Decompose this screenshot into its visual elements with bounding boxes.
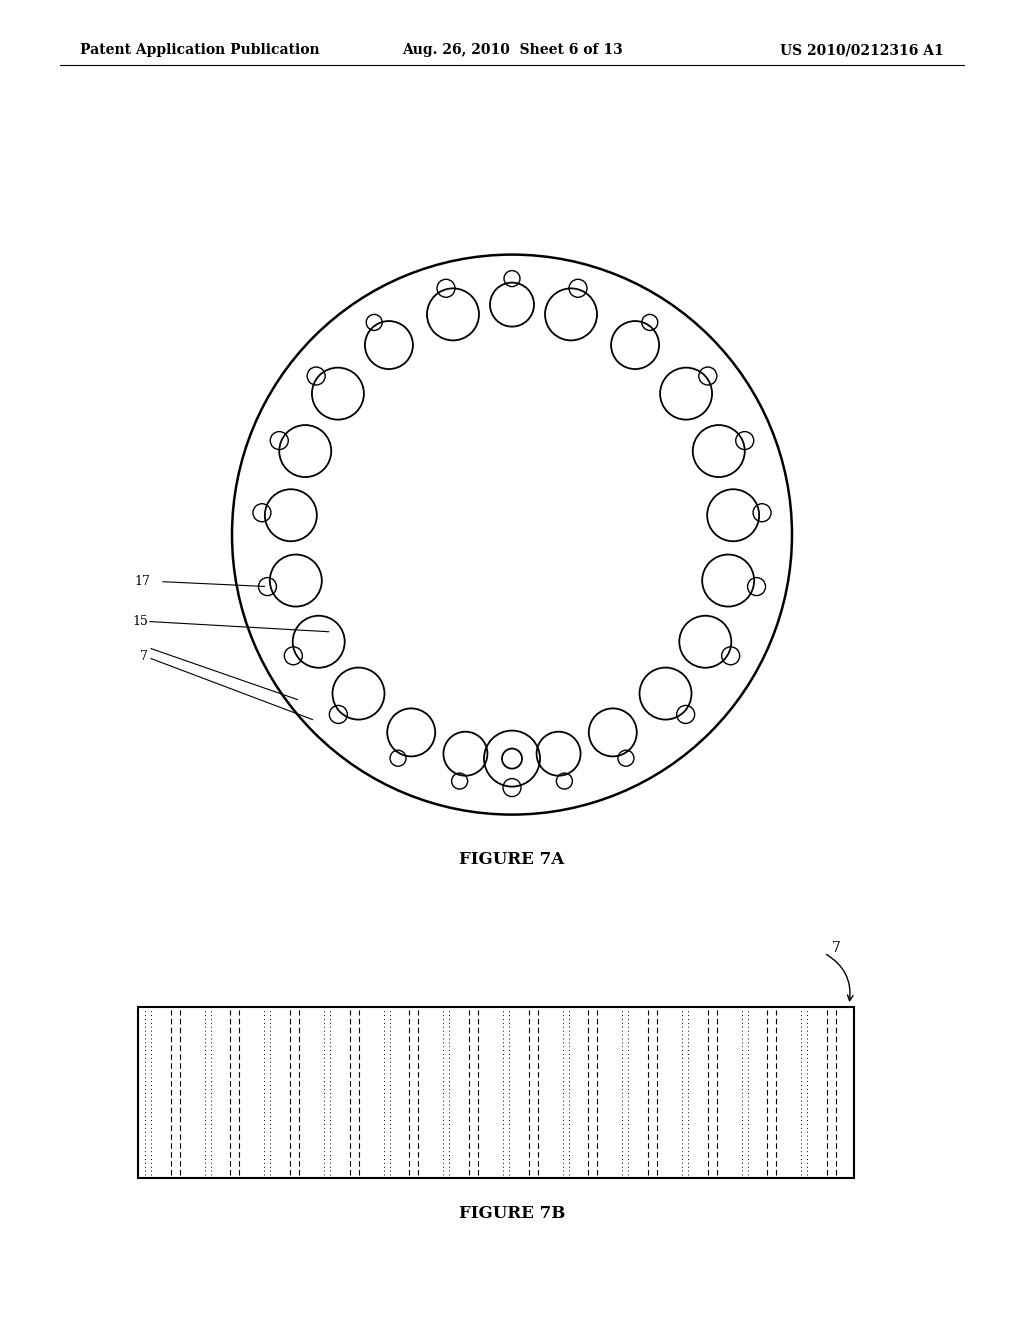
Text: FIGURE 7A: FIGURE 7A: [460, 851, 564, 869]
Text: Aug. 26, 2010  Sheet 6 of 13: Aug. 26, 2010 Sheet 6 of 13: [401, 44, 623, 57]
Bar: [138, 1007, 854, 1177]
Text: 15: 15: [132, 615, 148, 628]
Text: Patent Application Publication: Patent Application Publication: [80, 44, 319, 57]
Text: US 2010/0212316 A1: US 2010/0212316 A1: [780, 44, 944, 57]
Text: 7: 7: [831, 941, 841, 954]
Text: FIGURE 7B: FIGURE 7B: [459, 1204, 565, 1221]
Text: 7: 7: [140, 649, 148, 663]
Text: 17: 17: [134, 576, 150, 589]
